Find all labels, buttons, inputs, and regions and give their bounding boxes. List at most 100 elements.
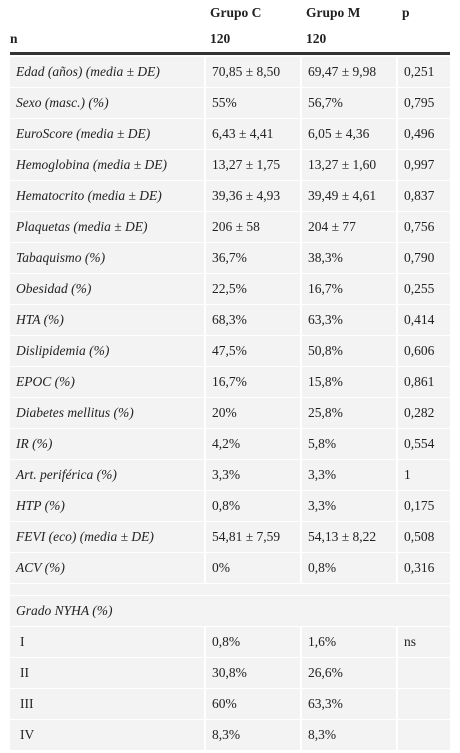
table-row: Art. periférica (%) 3,3% 3,3% 1: [10, 460, 450, 490]
table-row: Hemoglobina (media ± DE) 13,27 ± 1,75 13,2…: [10, 150, 450, 180]
row-label: Obesidad (%): [10, 274, 204, 304]
table-row: Sexo (masc.) (%) 55% 56,7% 0,795: [10, 88, 450, 118]
cell: [398, 689, 450, 719]
table-row: HTP (%) 0,8% 3,3% 0,175: [10, 491, 450, 521]
cell: 206 ± 58: [206, 212, 300, 242]
table-row: III 60% 63,3%: [10, 689, 450, 719]
row-label: Diabetes mellitus (%): [10, 398, 204, 428]
cell: 0,756: [398, 212, 450, 242]
cell: 0,8%: [302, 553, 396, 583]
cell: 0,795: [398, 88, 450, 118]
cell: 0,554: [398, 429, 450, 459]
row-label: I: [10, 627, 204, 657]
cell: 54,13 ± 8,22: [302, 522, 396, 552]
cell: 30,8%: [206, 658, 300, 688]
cell: 47,5%: [206, 336, 300, 366]
cell: 63,3%: [302, 689, 396, 719]
cell: 1,6%: [302, 627, 396, 657]
cell: 3,3%: [302, 460, 396, 490]
cell: [398, 720, 450, 750]
cell: 0,606: [398, 336, 450, 366]
cell: 15,8%: [302, 367, 396, 397]
n-value: 120: [302, 26, 396, 51]
table-row: EPOC (%) 16,7% 15,8% 0,861: [10, 367, 450, 397]
cell: 20%: [206, 398, 300, 428]
row-label: Sexo (masc.) (%): [10, 88, 204, 118]
row-label: II: [10, 658, 204, 688]
cell: 0%: [206, 553, 300, 583]
n-label: n: [10, 26, 204, 51]
cell: 60%: [206, 689, 300, 719]
cell: [398, 658, 450, 688]
cell: 63,3%: [302, 305, 396, 335]
cell: 5,8%: [302, 429, 396, 459]
section-title: Grado NYHA (%): [10, 596, 450, 626]
cell: 3,3%: [206, 460, 300, 490]
cell: 22,5%: [206, 274, 300, 304]
section-row: Grado NYHA (%): [10, 596, 450, 626]
row-label: Hemoglobina (media ± DE): [10, 150, 204, 180]
table-row: FEVI (eco) (media ± DE) 54,81 ± 7,59 54,13…: [10, 522, 450, 552]
row-label: FEVI (eco) (media ± DE): [10, 522, 204, 552]
header-cell: [398, 26, 450, 51]
table-row: Plaquetas (media ± DE) 206 ± 58 204 ± 77 0,…: [10, 212, 450, 242]
row-label: III: [10, 689, 204, 719]
header-cell: [10, 0, 204, 25]
table-row: Obesidad (%) 22,5% 16,7% 0,255: [10, 274, 450, 304]
cell: 8,3%: [206, 720, 300, 750]
cell: 38,3%: [302, 243, 396, 273]
table-row: HTA (%) 68,3% 63,3% 0,414: [10, 305, 450, 335]
cell: ns: [398, 627, 450, 657]
cell: 36,7%: [206, 243, 300, 273]
cell: 0,997: [398, 150, 450, 180]
table-row: Dislipidemia (%) 47,5% 50,8% 0,606: [10, 336, 450, 366]
table-row: II 30,8% 26,6%: [10, 658, 450, 688]
n-value: 120: [206, 26, 300, 51]
cell: 0,175: [398, 491, 450, 521]
cell: 56,7%: [302, 88, 396, 118]
spacer-row: [10, 584, 450, 595]
table-row: EuroScore (media ± DE) 6,43 ± 4,41 6,05 ± …: [10, 119, 450, 149]
cell: 68,3%: [206, 305, 300, 335]
row-label: Tabaquismo (%): [10, 243, 204, 273]
cell: 54,81 ± 7,59: [206, 522, 300, 552]
cell: 0,790: [398, 243, 450, 273]
table-row: I 0,8% 1,6% ns: [10, 627, 450, 657]
cell: 50,8%: [302, 336, 396, 366]
cell: 16,7%: [302, 274, 396, 304]
column-header: Grupo M: [302, 0, 396, 25]
cell: 0,251: [398, 57, 450, 87]
row-label: Edad (años) (media ± DE): [10, 57, 204, 87]
cell: 204 ± 77: [302, 212, 396, 242]
row-label: Plaquetas (media ± DE): [10, 212, 204, 242]
row-label: EPOC (%): [10, 367, 204, 397]
cell: 0,316: [398, 553, 450, 583]
cell: 39,36 ± 4,93: [206, 181, 300, 211]
cell: 16,7%: [206, 367, 300, 397]
cell: 69,47 ± 9,98: [302, 57, 396, 87]
table-row: IR (%) 4,2% 5,8% 0,554: [10, 429, 450, 459]
cell: 0,861: [398, 367, 450, 397]
cell: 0,508: [398, 522, 450, 552]
cell: 0,282: [398, 398, 450, 428]
column-header: Grupo C: [206, 0, 300, 25]
cell: 13,27 ± 1,75: [206, 150, 300, 180]
table-row: Edad (años) (media ± DE) 70,85 ± 8,50 69,4…: [10, 57, 450, 87]
cell: 70,85 ± 8,50: [206, 57, 300, 87]
table-row: IV 8,3% 8,3%: [10, 720, 450, 750]
header-rule: [10, 52, 450, 55]
cell: 0,837: [398, 181, 450, 211]
cell: 0,414: [398, 305, 450, 335]
row-label: HTA (%): [10, 305, 204, 335]
cell: 25,8%: [302, 398, 396, 428]
cell: 13,27 ± 1,60: [302, 150, 396, 180]
cell: 6,05 ± 4,36: [302, 119, 396, 149]
cell: 55%: [206, 88, 300, 118]
cell: 4,2%: [206, 429, 300, 459]
cell: 0,8%: [206, 491, 300, 521]
row-label: EuroScore (media ± DE): [10, 119, 204, 149]
table-row: Hematocrito (media ± DE) 39,36 ± 4,93 39,4…: [10, 181, 450, 211]
